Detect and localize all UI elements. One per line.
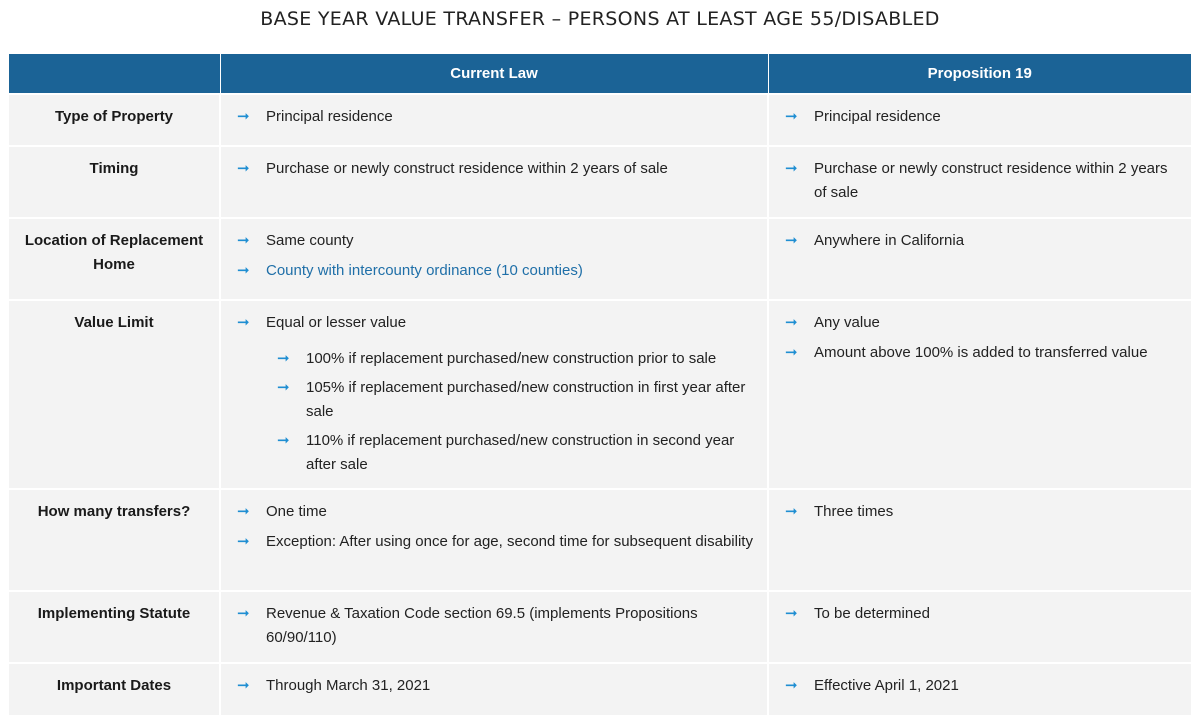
header-empty bbox=[9, 54, 220, 94]
sub-list-item: ➞ 105% if replacement purchased/new cons… bbox=[277, 376, 755, 423]
right-arrow-icon: ➞ bbox=[785, 232, 798, 249]
proposition-19-cell: ➞ To be determined bbox=[767, 590, 1191, 663]
list-item: ➞ Effective April 1, 2021 bbox=[785, 674, 1179, 698]
right-arrow-icon: ➞ bbox=[237, 160, 250, 177]
row-label: Timing bbox=[9, 145, 220, 218]
list-item: ➞ Purchase or newly construct residence … bbox=[785, 157, 1179, 204]
item-text: Purchase or newly construct residence wi… bbox=[266, 160, 668, 177]
right-arrow-icon: ➞ bbox=[237, 532, 250, 550]
item-text: 105% if replacement purchased/new constr… bbox=[306, 379, 746, 420]
right-arrow-icon: ➞ bbox=[237, 677, 250, 694]
right-arrow-icon: ➞ bbox=[237, 261, 250, 279]
proposition-19-cell: ➞ Anywhere in California bbox=[767, 217, 1191, 300]
item-text: Revenue & Taxation Code section 69.5 (im… bbox=[266, 605, 698, 646]
table-row: Timing ➞ Purchase or newly construct res… bbox=[9, 145, 1191, 218]
item-text: Effective April 1, 2021 bbox=[814, 677, 959, 694]
list-item: ➞ Equal or lesser value bbox=[237, 311, 755, 335]
current-law-cell: ➞ Purchase or newly construct residence … bbox=[219, 145, 768, 218]
current-law-cell: ➞ One time ➞ Exception: After using once… bbox=[219, 488, 768, 591]
item-text: Purchase or newly construct residence wi… bbox=[814, 160, 1168, 201]
list-item: ➞ Any value bbox=[785, 311, 1179, 335]
item-text: Principal residence bbox=[266, 108, 393, 125]
list-item: ➞ Anywhere in California bbox=[785, 229, 1179, 253]
header-proposition-19: Proposition 19 bbox=[767, 54, 1191, 94]
right-arrow-icon: ➞ bbox=[785, 314, 798, 331]
sub-list-item: ➞ 100% if replacement purchased/new cons… bbox=[277, 347, 755, 371]
item-text: 100% if replacement purchased/new constr… bbox=[306, 349, 717, 367]
list-item: ➞ County with intercounty ordinance (10 … bbox=[237, 259, 755, 283]
right-arrow-icon: ➞ bbox=[237, 232, 250, 249]
header-current-law: Current Law bbox=[219, 54, 768, 94]
list-item: ➞ Revenue & Taxation Code section 69.5 (… bbox=[237, 602, 755, 649]
right-arrow-icon: ➞ bbox=[785, 677, 798, 694]
item-text: Three times bbox=[814, 503, 894, 520]
right-arrow-icon: ➞ bbox=[785, 160, 798, 177]
list-item: ➞ Purchase or newly construct residence … bbox=[237, 157, 755, 181]
intercounty-ordinance-link[interactable]: County with intercounty ordinance (10 co… bbox=[266, 261, 583, 279]
list-item: ➞ One time bbox=[237, 500, 755, 524]
right-arrow-icon: ➞ bbox=[237, 314, 250, 331]
right-arrow-icon: ➞ bbox=[785, 503, 798, 520]
item-text: Equal or lesser value bbox=[266, 314, 407, 331]
current-law-cell: ➞ Same county ➞ County with intercounty … bbox=[219, 217, 768, 300]
right-arrow-icon: ➞ bbox=[277, 349, 290, 367]
right-arrow-icon: ➞ bbox=[237, 108, 250, 125]
right-arrow-icon: ➞ bbox=[237, 503, 250, 520]
item-text: Through March 31, 2021 bbox=[266, 677, 431, 694]
right-arrow-icon: ➞ bbox=[785, 343, 798, 361]
table-row: Type of Property ➞ Principal residence ➞… bbox=[9, 93, 1191, 146]
item-text: Anywhere in California bbox=[814, 232, 965, 249]
row-label: Type of Property bbox=[9, 93, 220, 146]
right-arrow-icon: ➞ bbox=[277, 379, 290, 396]
list-item: ➞ Amount above 100% is added to transfer… bbox=[785, 341, 1179, 365]
right-arrow-icon: ➞ bbox=[237, 605, 250, 622]
row-label: How many transfers? bbox=[9, 488, 220, 591]
current-law-cell: ➞ Principal residence bbox=[219, 93, 768, 146]
current-law-cell: ➞ Equal or lesser value ➞ 100% if replac… bbox=[219, 299, 768, 489]
table-row: Location of Replacement Home ➞ Same coun… bbox=[9, 217, 1191, 300]
sub-list-item: ➞ 110% if replacement purchased/new cons… bbox=[277, 429, 755, 476]
row-label: Value Limit bbox=[9, 299, 220, 489]
right-arrow-icon: ➞ bbox=[277, 432, 290, 449]
proposition-19-cell: ➞ Effective April 1, 2021 bbox=[767, 662, 1191, 715]
item-text: Amount above 100% is added to transferre… bbox=[814, 343, 1148, 361]
list-item: ➞ To be determined bbox=[785, 602, 1179, 626]
list-item: ➞ Three times bbox=[785, 500, 1179, 524]
item-text: Principal residence bbox=[814, 108, 941, 125]
item-text: One time bbox=[266, 503, 327, 520]
comparison-table: Current Law Proposition 19 Type of Prope… bbox=[9, 54, 1191, 715]
row-label: Implementing Statute bbox=[9, 590, 220, 663]
proposition-19-cell: ➞ Any value ➞ Amount above 100% is added… bbox=[767, 299, 1191, 489]
right-arrow-icon: ➞ bbox=[785, 605, 798, 622]
item-text: Any value bbox=[814, 314, 880, 331]
proposition-19-cell: ➞ Principal residence bbox=[767, 93, 1191, 146]
row-label: Important Dates bbox=[9, 662, 220, 715]
current-law-cell: ➞ Revenue & Taxation Code section 69.5 (… bbox=[219, 590, 768, 663]
row-label: Location of Replacement Home bbox=[9, 217, 220, 300]
list-item: ➞ Principal residence bbox=[237, 105, 755, 129]
list-item: ➞ Principal residence bbox=[785, 105, 1179, 129]
list-item: ➞ Same county bbox=[237, 229, 755, 253]
item-text: Same county bbox=[266, 232, 354, 249]
item-text: 110% if replacement purchased/new constr… bbox=[306, 432, 735, 473]
table-row: Important Dates ➞ Through March 31, 2021… bbox=[9, 662, 1191, 715]
item-text: Exception: After using once for age, sec… bbox=[266, 532, 753, 550]
item-text: To be determined bbox=[814, 605, 930, 622]
right-arrow-icon: ➞ bbox=[785, 108, 798, 125]
proposition-19-cell: ➞ Three times bbox=[767, 488, 1191, 591]
list-item: ➞ Exception: After using once for age, s… bbox=[237, 530, 755, 554]
table-row: Implementing Statute ➞ Revenue & Taxatio… bbox=[9, 590, 1191, 663]
table-row: How many transfers? ➞ One time ➞ Excepti… bbox=[9, 488, 1191, 591]
current-law-cell: ➞ Through March 31, 2021 bbox=[219, 662, 768, 715]
page-title: BASE YEAR VALUE TRANSFER – PERSONS AT LE… bbox=[260, 8, 940, 30]
table-header-row: Current Law Proposition 19 bbox=[9, 54, 1191, 94]
proposition-19-cell: ➞ Purchase or newly construct residence … bbox=[767, 145, 1191, 218]
list-item: ➞ Through March 31, 2021 bbox=[237, 674, 755, 698]
table-row: Value Limit ➞ Equal or lesser value ➞ 10… bbox=[9, 299, 1191, 489]
